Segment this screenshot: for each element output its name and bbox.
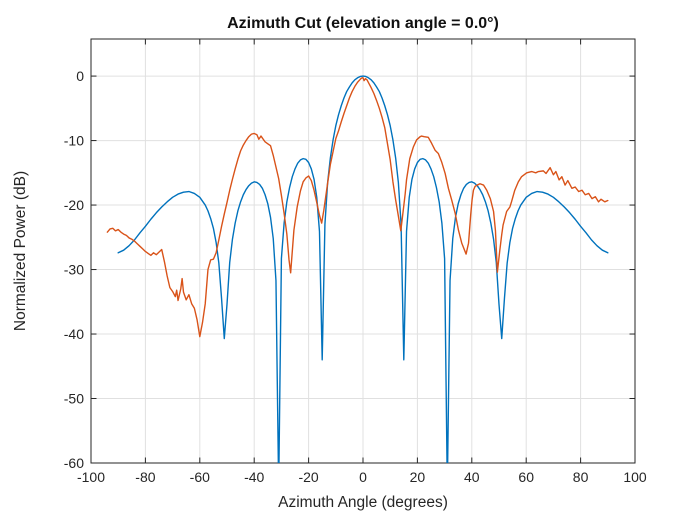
y-tick-label: -60 [64,455,84,471]
x-tick-label: 80 [573,469,589,485]
x-tick-label: -60 [190,469,210,485]
x-tick-label: 40 [464,469,480,485]
y-tick-label: -10 [64,133,84,149]
y-tick-label: -40 [64,326,84,342]
x-tick-label: 100 [623,469,647,485]
y-tick-label: -20 [64,197,84,213]
x-tick-label: 60 [518,469,534,485]
x-tick-label: -100 [77,469,105,485]
x-tick-label: -20 [298,469,318,485]
x-tick-label: -80 [135,469,155,485]
x-tick-label: 0 [359,469,367,485]
series-line-blue [117,75,609,463]
x-axis-label: Azimuth Angle (degrees) [278,494,448,511]
chart-title: Azimuth Cut (elevation angle = 0.0°) [227,15,499,32]
x-tick-label: 20 [410,469,426,485]
y-tick-label: -30 [64,262,84,278]
series-line-orange [106,76,609,338]
y-tick-label: 0 [76,68,84,84]
x-tick-label: -40 [244,469,264,485]
y-tick-label: -50 [64,391,84,407]
